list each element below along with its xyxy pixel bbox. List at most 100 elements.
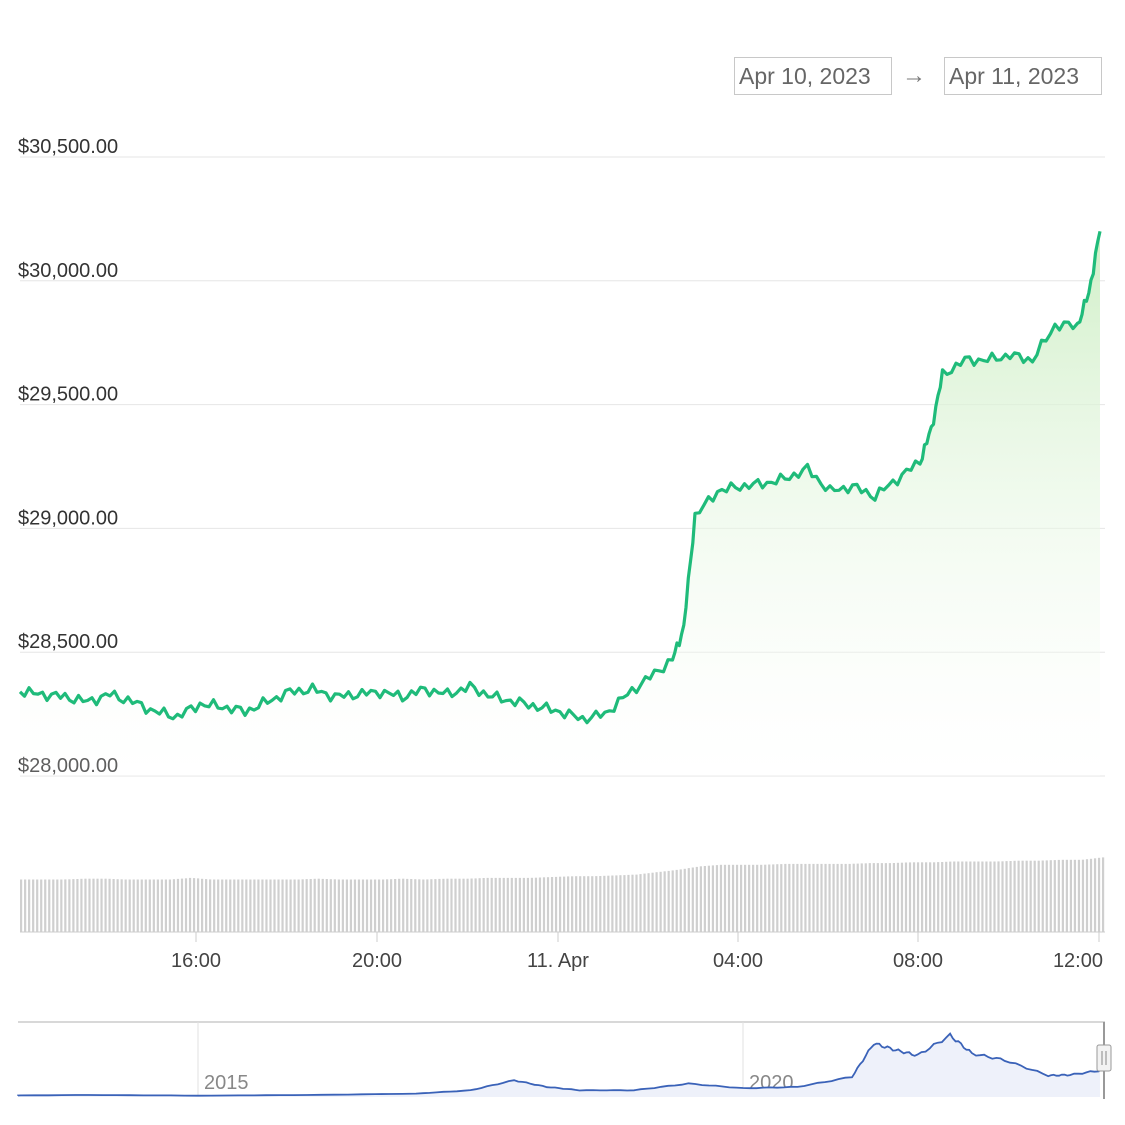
navigator-year-label: 2015: [204, 1072, 249, 1094]
x-tick-label: 11. Apr: [527, 950, 589, 972]
date-from-input[interactable]: Apr 10, 2023: [734, 57, 892, 95]
volume-bar: [80, 878, 83, 932]
volume-bar: [804, 863, 807, 932]
volume-bar: [418, 879, 421, 932]
volume-bar: [341, 879, 344, 932]
volume-bar: [1013, 860, 1016, 932]
volume-bar: [925, 862, 928, 932]
volume-bar: [792, 863, 795, 932]
volume-bar: [56, 879, 59, 932]
volume-bar: [534, 877, 538, 932]
volume-bar: [422, 879, 425, 932]
volume-bar: [1009, 861, 1012, 932]
volume-bar: [317, 878, 320, 932]
x-tick-label: 04:00: [713, 950, 763, 972]
volume-bar: [466, 878, 469, 932]
volume-bar: [68, 879, 71, 932]
volume-bar: [1065, 859, 1068, 932]
volume-bar: [868, 863, 871, 932]
x-tick-label: 16:00: [171, 950, 221, 972]
volume-bar: [647, 873, 650, 932]
volume-bar: [361, 879, 365, 932]
volume-bar: [550, 877, 554, 932]
volume-bar: [172, 879, 176, 932]
volume-bar: [715, 865, 719, 932]
volume-bar: [269, 879, 272, 932]
volume-bar: [888, 863, 891, 932]
volume-bar: [426, 879, 429, 932]
date-to-input[interactable]: Apr 11, 2023: [944, 57, 1102, 95]
volume-bar: [526, 877, 529, 932]
volume-bar: [414, 879, 417, 932]
volume-bar: [711, 865, 715, 932]
volume-bar: [760, 864, 763, 932]
volume-bar: [567, 876, 570, 932]
volume-bar: [225, 879, 228, 932]
volume-bar: [386, 879, 389, 932]
volume-bar: [192, 878, 196, 932]
volume-bar: [800, 863, 803, 932]
volume-bar: [965, 861, 968, 932]
volume-bar: [470, 878, 473, 932]
volume-bar: [438, 878, 441, 932]
volume-bar: [989, 861, 992, 932]
volume-bar: [587, 876, 590, 932]
x-tick-label: 12:00: [1053, 950, 1103, 972]
volume-bar: [168, 879, 172, 932]
volume-bar: [430, 879, 433, 932]
navigator-area: [18, 1033, 1100, 1097]
volume-bar: [933, 862, 936, 932]
volume-bar: [1097, 857, 1101, 932]
volume-bar: [546, 877, 550, 932]
volume-bar: [502, 877, 505, 932]
volume-bar: [434, 879, 437, 932]
volume-bar: [217, 879, 220, 932]
volume-bar: [683, 868, 686, 932]
volume-bar: [844, 863, 847, 932]
volume-bar: [446, 878, 449, 932]
volume-bar: [450, 878, 453, 932]
volume-bar: [836, 863, 839, 932]
volume-bar: [184, 878, 188, 932]
range-arrow-icon: →: [902, 62, 926, 89]
price-line[interactable]: [18, 230, 1102, 725]
volume-bar: [748, 864, 751, 932]
volume-bar: [611, 875, 614, 932]
volume-bar: [156, 879, 159, 932]
volume-bar: [333, 879, 336, 932]
volume-bar: [752, 864, 755, 932]
volume-bar: [1001, 861, 1004, 932]
volume-bar: [563, 876, 566, 932]
volume-bar: [108, 878, 111, 932]
volume-bar: [382, 879, 385, 932]
navigator-handle[interactable]: [1096, 1044, 1112, 1072]
volume-bar: [900, 862, 904, 932]
volume-bar: [723, 864, 727, 932]
volume-bar: [390, 879, 393, 932]
volume-bar: [398, 878, 401, 932]
volume-bar: [277, 879, 280, 932]
volume-bar: [353, 879, 357, 932]
volume-bar: [176, 878, 180, 932]
volume-bar: [148, 879, 151, 932]
volume-bar: [293, 879, 296, 932]
volume-bar: [64, 879, 67, 932]
volume-bar: [394, 879, 397, 932]
volume-bar: [28, 879, 31, 932]
volume-bar: [24, 879, 27, 932]
volume-bar: [663, 871, 666, 932]
volume-bar: [152, 879, 155, 932]
volume-bar: [1089, 858, 1093, 932]
volume-bar: [554, 876, 558, 932]
volume-bar: [953, 861, 956, 932]
volume-bar: [985, 861, 988, 932]
volume-bar: [623, 875, 626, 932]
volume-bar: [941, 862, 944, 932]
volume-bar: [1069, 859, 1072, 932]
volume-bar: [719, 864, 723, 932]
volume-bar: [289, 879, 292, 932]
volume-bar: [1017, 860, 1020, 932]
volume-bar: [369, 879, 373, 932]
volume-bar: [848, 863, 851, 932]
